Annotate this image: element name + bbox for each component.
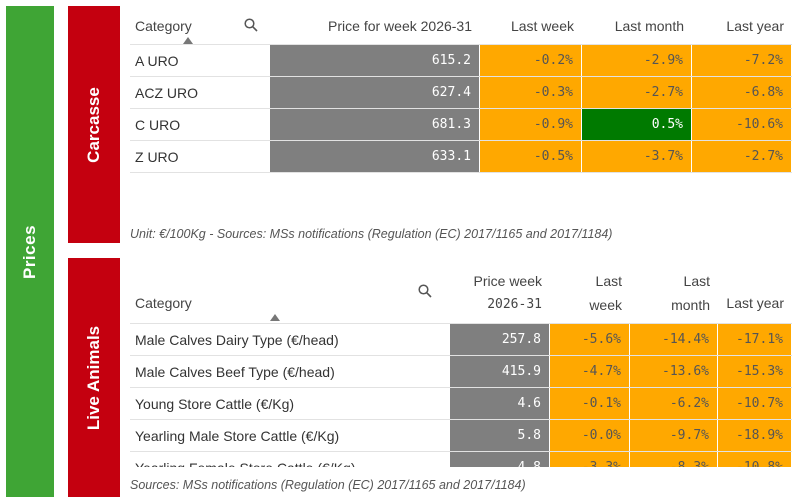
table-row[interactable]: Yearling Female Store Cattle (€/Kg) 4.8 … (130, 452, 792, 467)
last-week-cell: -0.0% (550, 420, 630, 451)
sort-ascending-icon[interactable] (183, 37, 193, 44)
header-last-week-line1: Last (595, 272, 622, 289)
header-last-year-label: Last year (726, 295, 784, 311)
category-cell: Yearling Male Store Cattle (€/Kg) (135, 427, 340, 444)
last-week-cell: -4.7% (550, 356, 630, 387)
table-row[interactable]: Young Store Cattle (€/Kg) 4.6 -0.1% -6.2… (130, 388, 792, 420)
table-row[interactable]: Z URO 633.1 -0.5% -3.7% -2.7% (130, 141, 792, 173)
last-year-cell: -10.6% (692, 109, 792, 140)
last-year-cell: -18.9% (718, 420, 792, 451)
header-last-month[interactable]: Last month (630, 262, 718, 323)
last-year-cell: -15.3% (718, 356, 792, 387)
last-year-cell: -10.7% (718, 388, 792, 419)
price-cell: 4.8 (450, 452, 550, 467)
last-month-cell: -8.3% (630, 452, 718, 467)
last-week-cell: -0.2% (480, 45, 582, 76)
last-month-cell: -9.7% (630, 420, 718, 451)
last-year-cell: -7.2% (692, 45, 792, 76)
last-year-cell: -6.8% (692, 77, 792, 108)
live-animals-source-note: Sources: MSs notifications (Regulation (… (130, 478, 526, 492)
header-price[interactable]: Price for week 2026-31 (270, 8, 480, 44)
header-category-label: Category (135, 294, 192, 311)
header-last-week-line2: week (589, 296, 622, 313)
live-animals-header-row: Category Price week 2026-31 Last week La… (130, 262, 792, 324)
header-category[interactable]: Category (130, 8, 270, 44)
header-last-week[interactable]: Last week (550, 262, 630, 323)
last-week-cell: -0.1% (550, 388, 630, 419)
category-cell: A URO (135, 52, 179, 69)
header-last-year[interactable]: Last year (692, 8, 792, 44)
header-category-label: Category (135, 18, 192, 34)
last-month-cell: -13.6% (630, 356, 718, 387)
category-cell: Male Calves Beef Type (€/head) (135, 363, 335, 380)
last-month-cell: 0.5% (582, 109, 692, 140)
live-animals-label: Live Animals (84, 325, 103, 430)
search-icon[interactable] (244, 18, 258, 32)
last-month-cell: -6.2% (630, 388, 718, 419)
category-cell: ACZ URO (135, 84, 198, 101)
table-row[interactable]: Male Calves Beef Type (€/head) 415.9 -4.… (130, 356, 792, 388)
header-last-week[interactable]: Last week (480, 8, 582, 44)
table-row[interactable]: Male Calves Dairy Type (€/head) 257.8 -5… (130, 324, 792, 356)
last-week-cell: -5.6% (550, 324, 630, 355)
last-week-cell: -0.5% (480, 141, 582, 172)
category-cell: Young Store Cattle (€/Kg) (135, 395, 295, 412)
prices-label: Prices (20, 224, 39, 279)
last-month-cell: -14.4% (630, 324, 718, 355)
live-animals-bar[interactable]: Live Animals (68, 258, 120, 497)
last-month-cell: -3.7% (582, 141, 692, 172)
price-cell: 633.1 (270, 141, 480, 172)
header-last-month-label: Last month (614, 18, 684, 34)
header-last-month-line2: month (671, 296, 710, 313)
table-row[interactable]: A URO 615.2 -0.2% -2.9% -7.2% (130, 45, 792, 77)
price-cell: 681.3 (270, 109, 480, 140)
category-cell: Z URO (135, 148, 179, 165)
live-animals-rows-viewport[interactable]: Male Calves Dairy Type (€/head) 257.8 -5… (130, 324, 792, 467)
prices-bar[interactable]: Prices (6, 6, 54, 497)
header-price-line2: 2026-31 (487, 296, 542, 312)
category-cell: C URO (135, 116, 181, 133)
carcasse-bar[interactable]: Carcasse (68, 6, 120, 243)
last-week-cell: -0.3% (480, 77, 582, 108)
sort-ascending-icon[interactable] (270, 314, 280, 321)
header-price[interactable]: Price week 2026-31 (450, 262, 550, 323)
price-cell: 257.8 (450, 324, 550, 355)
header-last-year[interactable]: Last year (718, 262, 792, 323)
header-last-month-line1: Last (683, 272, 710, 289)
table-row[interactable]: Yearling Male Store Cattle (€/Kg) 5.8 -0… (130, 420, 792, 452)
price-cell: 615.2 (270, 45, 480, 76)
price-cell: 415.9 (450, 356, 550, 387)
last-month-cell: -2.7% (582, 77, 692, 108)
last-year-cell: -17.1% (718, 324, 792, 355)
header-price-line1: Price week (473, 272, 542, 289)
last-year-cell: -10.8% (718, 452, 792, 467)
carcasse-source-note: Unit: €/100Kg - Sources: MSs notificatio… (130, 227, 613, 241)
table-row[interactable]: C URO 681.3 -0.9% 0.5% -10.6% (130, 109, 792, 141)
price-cell: 5.8 (450, 420, 550, 451)
price-cell: 627.4 (270, 77, 480, 108)
search-icon[interactable] (418, 284, 432, 298)
header-last-month[interactable]: Last month (582, 8, 692, 44)
last-year-cell: -2.7% (692, 141, 792, 172)
last-week-cell: -0.9% (480, 109, 582, 140)
carcasse-label: Carcasse (84, 86, 103, 163)
last-month-cell: -2.9% (582, 45, 692, 76)
last-week-cell: -3.3% (550, 452, 630, 467)
category-cell: Male Calves Dairy Type (€/head) (135, 331, 339, 348)
header-last-year-label: Last year (726, 18, 784, 34)
header-last-week-label: Last week (510, 18, 574, 34)
price-cell: 4.6 (450, 388, 550, 419)
header-category[interactable]: Category (130, 262, 450, 323)
carcasse-header-row: Category Price for week 2026-31 Last wee… (130, 8, 792, 45)
header-price-label: Price for week 2026-31 (328, 18, 472, 34)
category-cell: Yearling Female Store Cattle (€/Kg) (130, 452, 450, 468)
table-row[interactable]: ACZ URO 627.4 -0.3% -2.7% -6.8% (130, 77, 792, 109)
